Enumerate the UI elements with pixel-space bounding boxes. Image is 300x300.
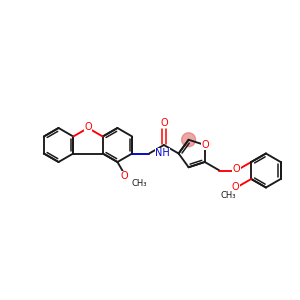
- Text: O: O: [120, 171, 127, 181]
- Circle shape: [182, 133, 196, 147]
- Text: O: O: [233, 164, 240, 175]
- Text: CH₃: CH₃: [221, 191, 236, 200]
- Text: O: O: [84, 122, 92, 132]
- Text: NH: NH: [155, 148, 170, 158]
- Text: O: O: [202, 140, 210, 150]
- Text: O: O: [232, 182, 239, 193]
- Text: CH₃: CH₃: [132, 178, 147, 188]
- Text: O: O: [160, 118, 168, 128]
